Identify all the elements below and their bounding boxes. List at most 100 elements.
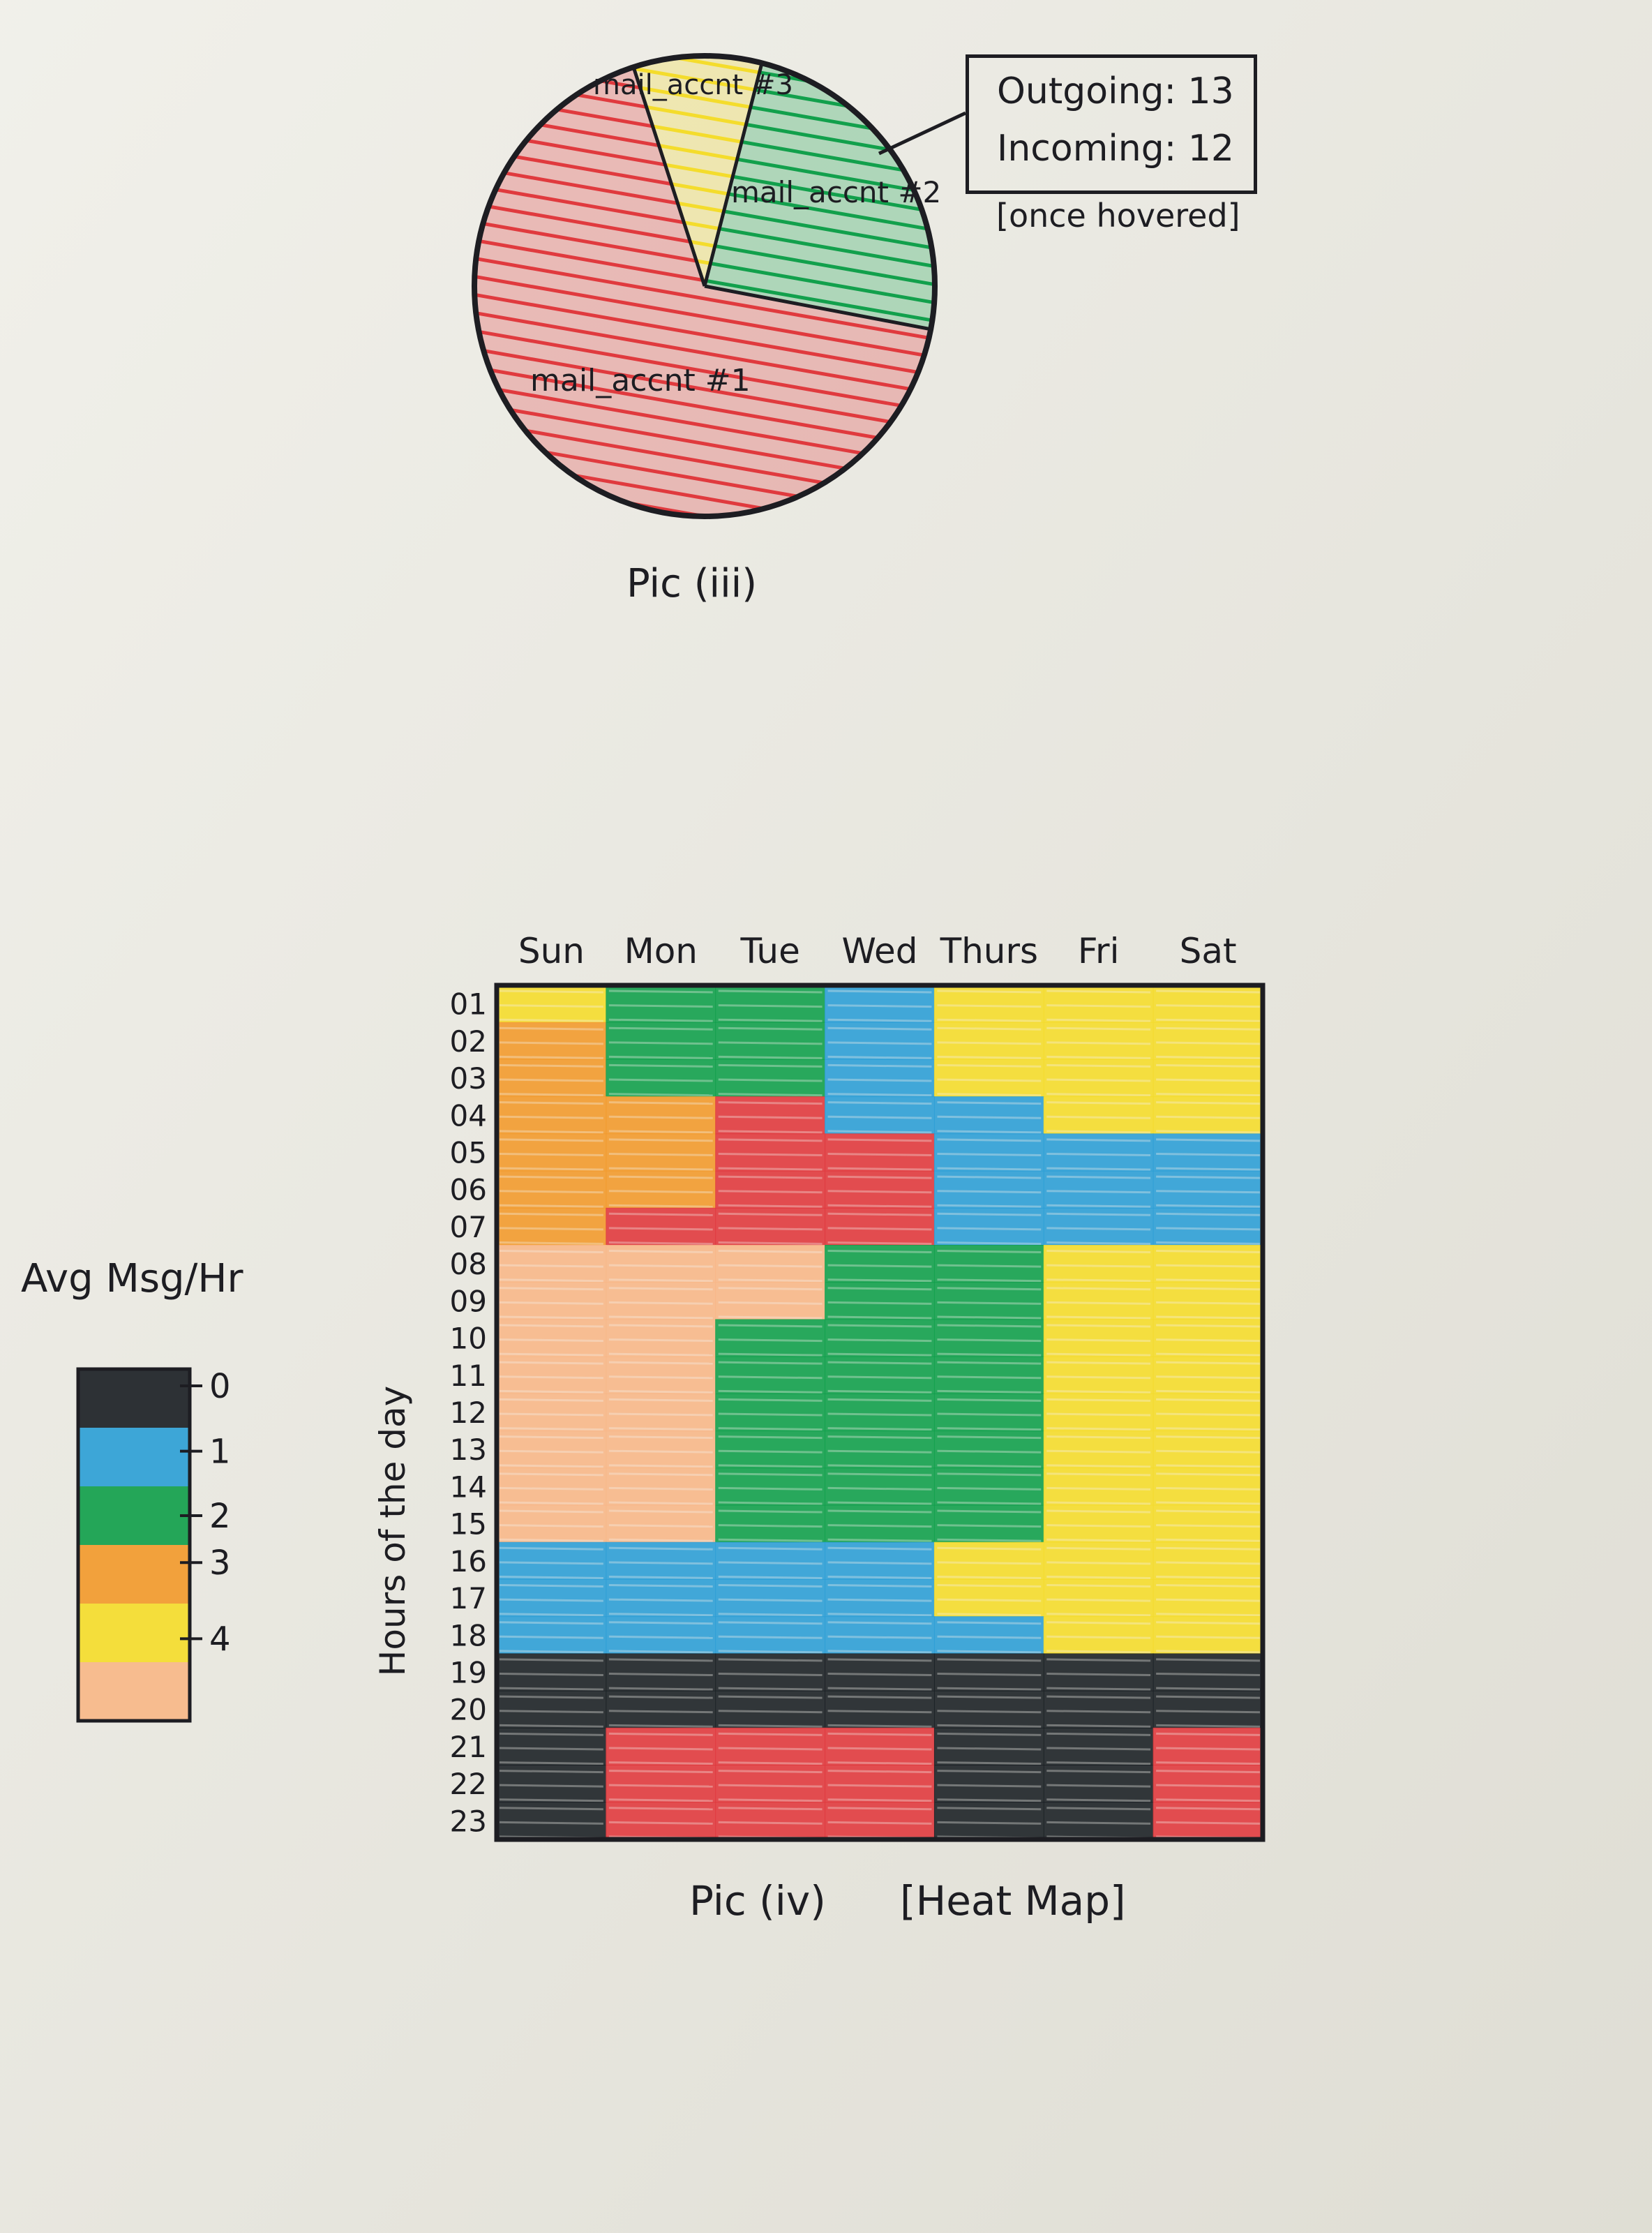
heatmap-cell-streak [718, 1724, 823, 1728]
legend-swatch [78, 1662, 190, 1721]
heatmap-cell-streak [608, 1710, 713, 1714]
y-tick-22: 22 [450, 1767, 487, 1801]
heatmap-cell-streak [1046, 1278, 1151, 1283]
heatmap-cell-streak [499, 1190, 603, 1194]
heatmap-cell-streak [608, 1673, 713, 1677]
heatmap-cell [825, 1727, 935, 1766]
heatmap-cell-streak [1156, 1250, 1261, 1254]
heatmap-cell-streak [718, 1101, 823, 1105]
heatmap-cell [825, 1616, 935, 1655]
heatmap-cell-streak [827, 1301, 932, 1305]
heatmap-cell-streak [499, 1538, 603, 1542]
heatmap-cell [715, 1170, 826, 1209]
heatmap-cell-streak [1046, 1227, 1151, 1231]
pie-outline [472, 53, 938, 519]
heatmap-cell-streak [499, 1115, 603, 1119]
heatmap-cell-streak [608, 1538, 713, 1542]
pie-tooltip: Outgoing: 13 Incoming: 12 [966, 54, 1257, 194]
heatmap-cell [496, 1653, 607, 1691]
heatmap-cell-streak [1046, 1324, 1151, 1328]
heatmap-cell-streak [1046, 1093, 1151, 1097]
heatmap-cell-streak [608, 1055, 713, 1059]
heatmap-cell-streak [608, 1583, 713, 1588]
heatmap-cell [606, 1133, 716, 1172]
heatmap-cell [1043, 1245, 1154, 1283]
heatmap-cell [1043, 1133, 1154, 1172]
heatmap-cell-streak [608, 1561, 713, 1565]
heatmap-cell-streak [718, 1486, 823, 1491]
heatmap-cell-streak [718, 1784, 823, 1788]
heatmap-cell [1043, 1802, 1154, 1840]
heatmap-cell-streak [827, 1621, 932, 1625]
heatmap-cell-streak [1046, 1241, 1151, 1246]
heatmap-cell-streak [718, 1412, 823, 1417]
heatmap-cell-streak [718, 1241, 823, 1246]
heatmap-cell-streak [1046, 1561, 1151, 1565]
heatmap-cell-streak [499, 1167, 603, 1171]
heatmap-cell [715, 1207, 826, 1246]
heatmap-cell-streak [1046, 1695, 1151, 1699]
heatmap-cell-streak [827, 1352, 932, 1357]
heatmap-cell-streak [608, 1486, 713, 1491]
heatmap-cell-streak [1156, 1130, 1261, 1134]
heatmap-cell-streak [1046, 1747, 1151, 1751]
heatmap-cell-streak [499, 1770, 603, 1774]
heatmap-cell-streak [1046, 1658, 1151, 1662]
heatmap-cell-streak [1156, 1635, 1261, 1639]
heatmap-cell-streak [937, 1152, 1042, 1156]
heatmap-cell-streak [608, 1324, 713, 1328]
heatmap-cell-streak [608, 1435, 713, 1440]
heatmap-cell [496, 1467, 607, 1506]
heatmap-cell-streak [937, 1375, 1042, 1380]
heatmap-cell-streak [937, 1278, 1042, 1283]
heatmap-cell-streak [718, 1710, 823, 1714]
heatmap-cell-streak [827, 1687, 932, 1691]
heatmap-cell [825, 1022, 935, 1060]
heatmap-cell-streak [1046, 1375, 1151, 1380]
heatmap-cell-streak [1156, 1264, 1261, 1268]
heatmap-cell-streak [718, 1509, 823, 1514]
pie-caption: Pic (iii) [626, 561, 758, 606]
y-tick-23: 23 [450, 1804, 487, 1838]
heatmap-cell-streak [1046, 1761, 1151, 1765]
heatmap-cell [933, 1282, 1044, 1320]
heatmap-cell-streak [499, 1821, 603, 1825]
pie-slice-2[interactable] [705, 63, 935, 329]
heatmap-cell [933, 1096, 1044, 1135]
heatmap-cell [606, 1690, 716, 1728]
heatmap-cell [496, 1802, 607, 1840]
heatmap-cell-streak [827, 1190, 932, 1194]
heatmap-cell-streak [1046, 1204, 1151, 1208]
heatmap-cell [1152, 1727, 1263, 1766]
heatmap-cell [715, 1616, 826, 1655]
heatmap-cell-streak [937, 1138, 1042, 1142]
heatmap-cell-streak [1046, 1583, 1151, 1588]
heatmap-cell-streak [937, 1464, 1042, 1468]
heatmap-cell [715, 1022, 826, 1060]
heatmap-cell-streak [718, 1673, 823, 1677]
heatmap-cell-streak [827, 1561, 932, 1565]
heatmap-cell [606, 1727, 716, 1766]
heatmap-cell-streak [718, 1575, 823, 1579]
heatmap-cell [825, 1578, 935, 1618]
heatmap-cell-streak [937, 1770, 1042, 1774]
heatmap-cell-streak [718, 1301, 823, 1305]
heatmap-cell-streak [827, 1004, 932, 1008]
heatmap-cell-streak [608, 1821, 713, 1825]
heatmap-cell-streak [1156, 1524, 1261, 1528]
heatmap-cell-streak [1046, 1798, 1151, 1802]
heatmap-cell-streak [608, 1598, 713, 1602]
heatmap-cell-streak [1046, 1650, 1151, 1654]
heatmap-cell [606, 1282, 716, 1320]
heatmap-cell [825, 1504, 935, 1543]
heatmap-cell-streak [499, 1524, 603, 1528]
heatmap-cell-streak [1046, 1078, 1151, 1082]
heatmap-cell [496, 1170, 607, 1209]
heatmap-cell [606, 1245, 716, 1283]
heatmap-cell-streak [937, 1338, 1042, 1343]
heatmap-cell-streak [1046, 1152, 1151, 1156]
y-tick-14: 14 [450, 1470, 487, 1504]
heatmap-cell-streak [1046, 1575, 1151, 1579]
heatmap-cell-streak [827, 1546, 932, 1551]
heatmap-cell-streak [937, 1361, 1042, 1365]
